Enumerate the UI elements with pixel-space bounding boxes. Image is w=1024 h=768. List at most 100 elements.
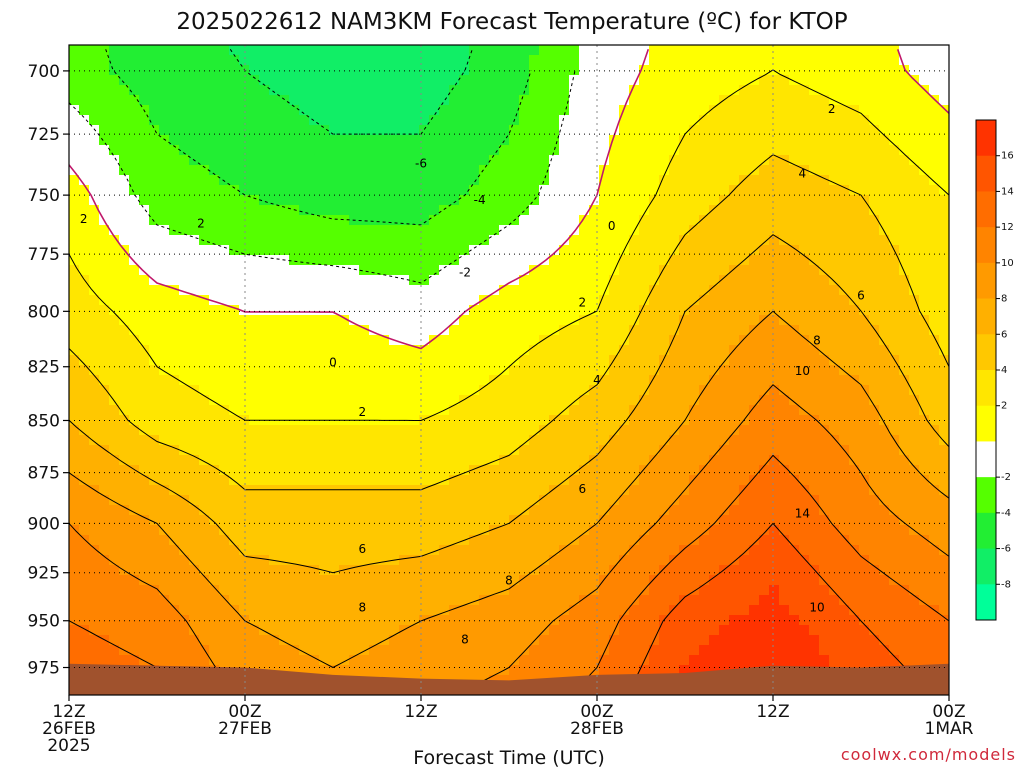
field-cell [99, 235, 110, 246]
field-cell [669, 235, 680, 246]
field-cell [149, 365, 160, 376]
field-cell [549, 475, 560, 486]
field-cell [589, 625, 600, 636]
field-cell [819, 325, 830, 336]
field-cell [329, 385, 340, 396]
field-cell [709, 535, 720, 546]
field-cell [99, 65, 110, 76]
field-cell [149, 545, 160, 556]
field-cell [799, 355, 810, 366]
field-cell [419, 495, 430, 506]
field-cell [699, 545, 710, 556]
field-cell [99, 555, 110, 566]
field-cell [489, 265, 500, 276]
field-cell [239, 625, 250, 636]
field-cell [99, 175, 110, 186]
field-cell [109, 305, 120, 316]
field-cell [439, 55, 450, 66]
field-cell [199, 45, 210, 56]
field-cell [259, 235, 270, 246]
field-cell [419, 525, 430, 536]
field-cell [409, 425, 420, 436]
field-cell [389, 275, 400, 286]
field-cell [319, 445, 330, 456]
field-cell [99, 505, 110, 516]
field-cell [819, 495, 830, 506]
field-cell [629, 195, 640, 206]
field-cell [759, 155, 770, 166]
field-cell [239, 295, 250, 306]
field-cell [129, 385, 140, 396]
field-cell [89, 655, 100, 666]
field-cell [389, 255, 400, 266]
field-cell [299, 605, 310, 616]
field-cell [409, 445, 420, 456]
field-cell [719, 485, 730, 496]
field-cell [569, 425, 580, 436]
field-cell [279, 465, 290, 476]
field-cell [119, 95, 130, 106]
field-cell [289, 325, 300, 336]
field-cell [559, 225, 570, 236]
field-cell [79, 45, 90, 56]
field-cell [259, 285, 270, 296]
field-cell [289, 355, 300, 366]
field-cell [309, 165, 320, 176]
field-cell [259, 325, 270, 336]
field-cell [169, 405, 180, 416]
field-cell [399, 125, 410, 136]
field-cell [379, 175, 390, 186]
field-cell [499, 225, 510, 236]
field-cell [719, 225, 730, 236]
field-cell [589, 55, 600, 66]
field-cell [139, 445, 150, 456]
field-cell [69, 405, 80, 416]
field-cell [459, 425, 470, 436]
field-cell [69, 515, 80, 526]
field-cell [639, 475, 650, 486]
field-cell [199, 545, 210, 556]
field-cell [219, 45, 230, 56]
field-cell [729, 465, 740, 476]
field-cell [419, 545, 430, 556]
field-cell [759, 555, 770, 566]
field-cell [339, 335, 350, 346]
field-cell [569, 185, 580, 196]
field-cell [699, 275, 710, 286]
field-cell [209, 185, 220, 196]
field-cell [359, 665, 370, 676]
field-cell [419, 645, 430, 656]
field-cell [689, 45, 700, 56]
field-cell [679, 505, 690, 516]
field-cell [249, 305, 260, 316]
field-cell [219, 485, 230, 496]
field-cell [339, 285, 350, 296]
field-cell [819, 235, 830, 246]
field-cell [829, 135, 840, 146]
field-cell [419, 305, 430, 316]
field-cell [709, 465, 720, 476]
field-cell [599, 465, 610, 476]
field-cell [279, 295, 290, 306]
field-cell [659, 245, 670, 256]
field-cell [149, 595, 160, 606]
field-cell [169, 515, 180, 526]
field-cell [699, 165, 710, 176]
field-cell [739, 585, 750, 596]
field-cell [729, 385, 740, 396]
field-cell [479, 355, 490, 366]
field-cell [349, 545, 360, 556]
field-cell [279, 195, 290, 206]
field-cell [459, 265, 470, 276]
field-cell [389, 195, 400, 206]
field-cell [99, 365, 110, 376]
field-cell [499, 75, 510, 86]
field-cell [189, 645, 200, 656]
field-cell [449, 45, 460, 56]
field-cell [629, 235, 640, 246]
field-cell [379, 325, 390, 336]
field-cell [459, 485, 470, 496]
field-cell [509, 625, 520, 636]
field-cell [269, 315, 280, 326]
field-cell [109, 185, 120, 196]
